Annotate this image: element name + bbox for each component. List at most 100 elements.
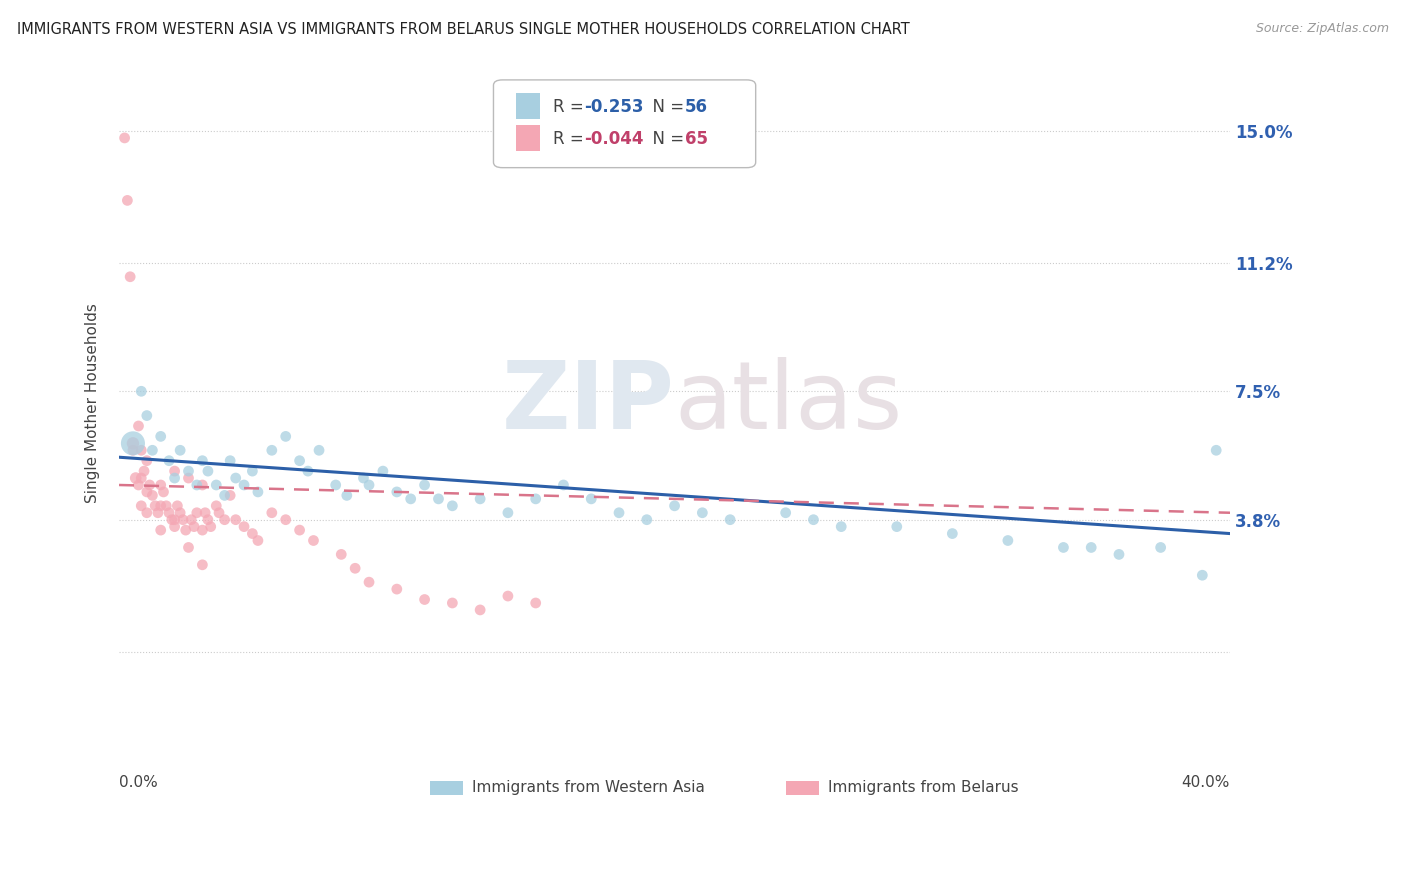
Point: [214, 488, 236, 502]
Point: [128, 478, 150, 492]
Point: [524, 491, 547, 506]
Point: [775, 506, 797, 520]
FancyBboxPatch shape: [430, 780, 464, 796]
Point: [155, 499, 177, 513]
Point: [135, 506, 157, 520]
Point: [191, 558, 214, 572]
Point: [169, 443, 191, 458]
Point: [149, 523, 172, 537]
Text: 56: 56: [685, 98, 707, 116]
FancyBboxPatch shape: [494, 80, 755, 168]
Point: [157, 453, 180, 467]
Point: [191, 453, 214, 467]
Point: [468, 603, 491, 617]
Point: [385, 484, 408, 499]
Point: [413, 592, 436, 607]
FancyBboxPatch shape: [516, 94, 540, 119]
Point: [163, 471, 186, 485]
Point: [997, 533, 1019, 548]
Point: [122, 436, 145, 450]
Point: [941, 526, 963, 541]
Point: [149, 499, 172, 513]
Point: [385, 582, 408, 596]
Point: [718, 513, 741, 527]
Point: [205, 478, 228, 492]
Point: [344, 561, 367, 575]
Point: [125, 471, 148, 485]
Point: [636, 513, 658, 527]
Point: [441, 499, 464, 513]
Point: [607, 506, 630, 520]
Text: R =: R =: [554, 98, 589, 116]
Point: [205, 499, 228, 513]
Text: ZIP: ZIP: [502, 358, 675, 450]
Point: [186, 478, 208, 492]
Point: [141, 488, 163, 502]
Point: [177, 541, 200, 555]
Point: [208, 506, 231, 520]
Point: [803, 513, 825, 527]
Point: [160, 513, 183, 527]
Point: [233, 519, 256, 533]
Point: [163, 464, 186, 478]
Text: atlas: atlas: [675, 358, 903, 450]
Point: [553, 478, 575, 492]
Point: [180, 513, 202, 527]
Point: [413, 478, 436, 492]
Point: [194, 506, 217, 520]
Point: [288, 453, 311, 467]
Point: [200, 519, 222, 533]
Point: [157, 506, 180, 520]
Point: [152, 484, 174, 499]
Point: [325, 478, 347, 492]
Point: [233, 478, 256, 492]
Point: [441, 596, 464, 610]
Point: [225, 471, 247, 485]
Point: [357, 575, 380, 590]
Text: 65: 65: [685, 130, 707, 148]
Point: [581, 491, 603, 506]
Point: [664, 499, 686, 513]
Text: N =: N =: [643, 98, 690, 116]
Point: [146, 506, 169, 520]
Point: [886, 519, 908, 533]
Point: [225, 513, 247, 527]
Point: [166, 499, 188, 513]
Point: [353, 471, 375, 485]
Text: R =: R =: [554, 130, 589, 148]
Point: [177, 464, 200, 478]
Point: [496, 506, 519, 520]
Text: Immigrants from Western Asia: Immigrants from Western Asia: [472, 780, 706, 795]
Text: N =: N =: [643, 130, 690, 148]
Point: [260, 443, 283, 458]
Point: [246, 533, 269, 548]
Point: [1108, 548, 1130, 562]
Point: [114, 131, 136, 145]
Point: [246, 484, 269, 499]
Point: [1205, 443, 1227, 458]
FancyBboxPatch shape: [786, 780, 820, 796]
Text: -0.253: -0.253: [585, 98, 644, 116]
Point: [274, 513, 297, 527]
Point: [129, 471, 152, 485]
Point: [1150, 541, 1173, 555]
Point: [260, 506, 283, 520]
Text: 40.0%: 40.0%: [1181, 775, 1230, 790]
Point: [129, 499, 152, 513]
Point: [135, 453, 157, 467]
Point: [186, 506, 208, 520]
Point: [169, 506, 191, 520]
Point: [122, 443, 145, 458]
Point: [830, 519, 852, 533]
Point: [117, 194, 139, 208]
Point: [120, 269, 142, 284]
Point: [135, 409, 157, 423]
Point: [1191, 568, 1213, 582]
Point: [288, 523, 311, 537]
Point: [468, 491, 491, 506]
Point: [163, 519, 186, 533]
Point: [427, 491, 450, 506]
Point: [399, 491, 422, 506]
Point: [308, 443, 330, 458]
Point: [197, 513, 219, 527]
